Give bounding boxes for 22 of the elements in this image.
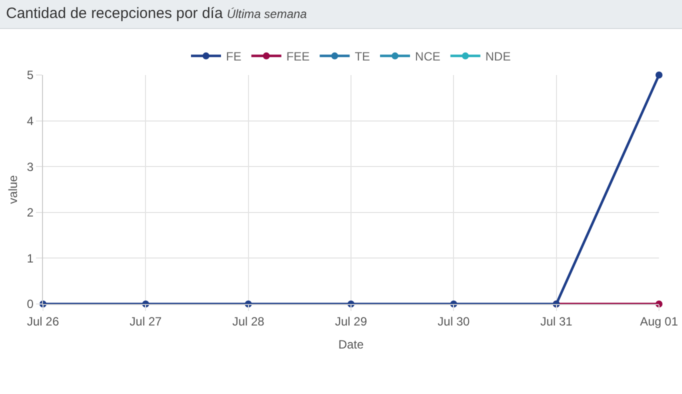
legend-label: FE [226, 50, 242, 64]
y-tick-label: 0 [26, 297, 34, 312]
chart-title: Cantidad de recepciones por día [6, 5, 223, 22]
x-tick-label: Jul 27 [130, 314, 162, 328]
legend-label: NDE [485, 50, 511, 64]
chart-subtitle: Última semana [226, 7, 307, 21]
x-tick-label: Jul 30 [438, 314, 470, 328]
x-tick-label: Aug 01 [640, 314, 678, 328]
x-tick-label: Jul 31 [540, 314, 573, 328]
y-axis-title: value [6, 174, 20, 204]
y-tick-label: 5 [26, 68, 34, 82]
x-tick-label: Jul 28 [232, 314, 265, 328]
y-tick-label: 1 [26, 251, 34, 266]
legend-label: TE [354, 50, 370, 64]
y-tick-label: 4 [26, 114, 34, 128]
y-tick-label: 3 [26, 160, 34, 174]
legend-label: FEE [286, 50, 310, 64]
legend-label: NCE [415, 50, 440, 64]
x-axis-title: Date [338, 337, 364, 352]
x-tick-label: Jul 29 [334, 314, 368, 328]
x-tick-label: Jul 26 [26, 314, 60, 328]
y-tick-label: 2 [26, 206, 34, 220]
